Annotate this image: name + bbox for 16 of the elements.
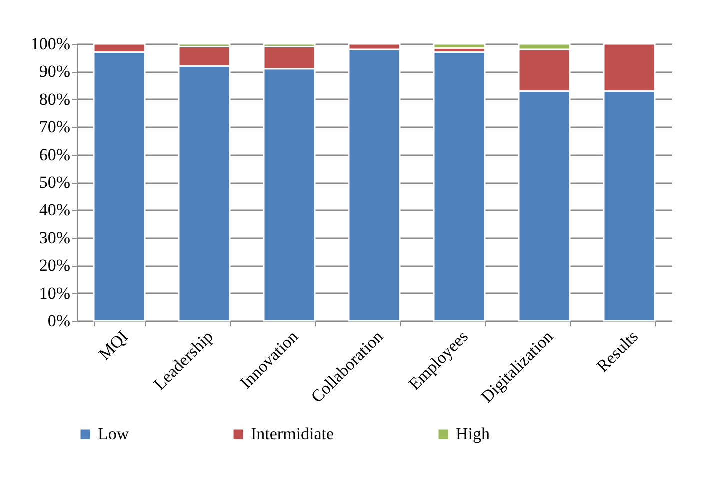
y-tick-label: 20% — [39, 256, 70, 276]
bar — [433, 43, 486, 49]
legend-label: High — [456, 424, 490, 444]
legend-label: Intermidiate — [251, 424, 334, 444]
y-tick-label: 70% — [39, 118, 70, 137]
bar — [433, 52, 486, 322]
y-tick-label: 50% — [39, 173, 70, 192]
y-tick-label: 0% — [48, 312, 70, 330]
y-tick-label: 40% — [39, 200, 70, 220]
y-tick-label: 10% — [39, 284, 70, 303]
legend-label: Low — [98, 424, 130, 444]
y-tick-label: 80% — [39, 90, 70, 109]
y-tick-label: 90% — [39, 62, 70, 82]
y-tick-label: 60% — [39, 145, 70, 164]
y-tick-label: 100% — [30, 34, 70, 54]
y-tick-label: 30% — [39, 228, 70, 248]
